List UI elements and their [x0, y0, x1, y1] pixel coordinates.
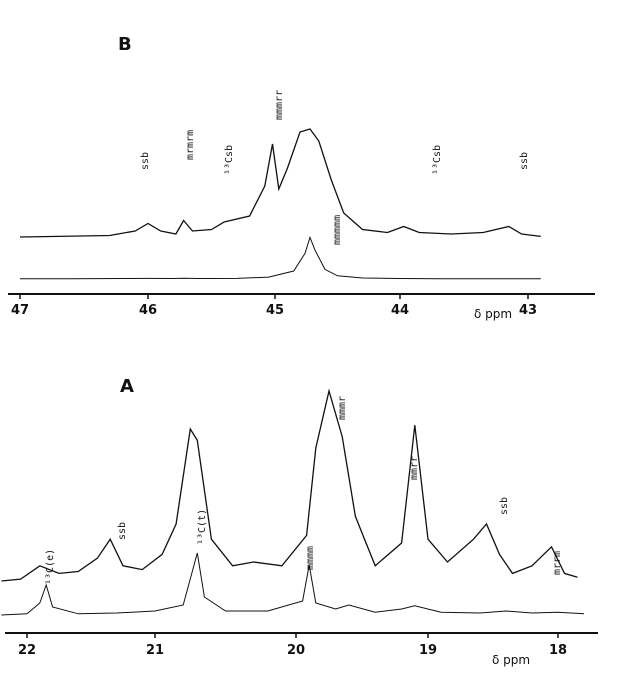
peak-annotation: mmmrr [274, 90, 285, 120]
peak-annotation: mrmrm [185, 130, 196, 160]
panel-A: 22 21 20 19 18 δ ppm A ¹³C(e) ssb ¹³C(t) mmmm mmmr m… [1, 376, 598, 667]
x-tick-label: 46 [139, 303, 157, 318]
spectrum-trace-2 [1, 388, 578, 582]
peak-annotation: mmrr [409, 456, 420, 480]
x-tick-label: 21 [146, 643, 164, 658]
peak-annotation: ssb [519, 152, 530, 170]
peak-annotation: ¹³Csb [432, 145, 443, 175]
peak-annotation: mrrm [552, 551, 563, 575]
peak-annotation: ¹³C(t) [197, 509, 208, 545]
peak-annotation: ¹³Csb [224, 145, 235, 175]
x-tick-label: 18 [549, 643, 567, 658]
spectrum-trace-1 [1, 552, 585, 616]
spectrum-trace-1 [20, 235, 541, 280]
x-tick-label: 47 [11, 303, 29, 318]
peak-annotation: mmmr [337, 396, 348, 420]
x-tick-label: 22 [18, 643, 36, 658]
x-axis-title: δ ppm [492, 653, 530, 667]
spectrum-trace-2 [19, 128, 541, 238]
x-tick-label: 20 [287, 643, 305, 658]
x-tick-label: 43 [519, 303, 537, 318]
peak-annotation: ssb [499, 497, 510, 515]
x-tick-label: 45 [266, 303, 284, 318]
x-tick-label: 19 [419, 643, 437, 658]
x-axis-title: δ ppm [474, 307, 512, 321]
peak-annotation: mmmmm [332, 215, 343, 245]
peak-annotation: ¹³C(e) [45, 549, 56, 585]
x-tick-label: 44 [391, 303, 409, 318]
peak-annotation: mmmm [305, 546, 316, 570]
peak-annotation: ssb [117, 522, 128, 540]
panel-letter: B [118, 34, 132, 55]
panel-letter: A [120, 376, 134, 397]
peak-annotation: ssb [140, 152, 151, 170]
